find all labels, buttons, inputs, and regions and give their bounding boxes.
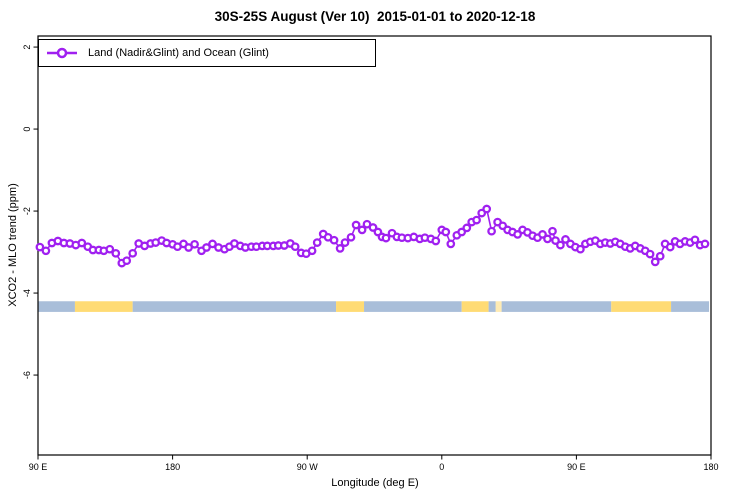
legend-label: Land (Nadir&Glint) and Ocean (Glint) <box>88 47 269 59</box>
data-point <box>105 244 115 254</box>
data-point <box>472 215 481 225</box>
surface-band-land <box>461 301 489 312</box>
y-tick-label: -4 <box>22 289 32 297</box>
x-tick-label: 90 E <box>567 462 586 472</box>
data-point <box>202 243 211 252</box>
data-point <box>513 230 522 239</box>
data-point <box>548 226 557 236</box>
x-tick-label: 180 <box>165 462 180 472</box>
data-point <box>351 220 361 230</box>
surface-band-land <box>611 301 672 312</box>
surface-band-land <box>495 301 502 312</box>
y-tick-label: 0 <box>22 127 32 132</box>
data-point <box>551 236 560 245</box>
surface-band-ocean <box>132 301 337 312</box>
data-point <box>357 225 367 235</box>
surface-band-land <box>336 301 365 312</box>
data-point <box>307 246 317 256</box>
x-tick-label: 0 <box>439 462 444 472</box>
surface-band-ocean <box>364 301 462 312</box>
data-point <box>690 235 700 245</box>
data-point <box>665 242 675 252</box>
data-point <box>482 204 492 214</box>
data-point <box>208 239 217 249</box>
data-point <box>431 236 441 246</box>
data-line <box>39 207 706 265</box>
data-point <box>340 238 350 247</box>
surface-band-ocean <box>671 301 710 312</box>
data-point <box>77 238 87 248</box>
x-tick-label: 90 E <box>29 462 48 472</box>
data-point <box>645 249 655 259</box>
data-point <box>346 232 356 242</box>
data-point <box>312 238 322 247</box>
data-point <box>576 244 585 254</box>
y-tick-label: -2 <box>22 207 32 215</box>
data-point <box>290 242 300 252</box>
data-point <box>561 235 570 244</box>
data-point <box>35 242 45 252</box>
data-point <box>700 239 710 249</box>
data-point <box>329 235 339 245</box>
data-point <box>441 227 451 237</box>
y-tick-label: 2 <box>22 45 32 50</box>
data-point <box>543 234 552 244</box>
data-point <box>111 248 121 258</box>
data-point <box>446 239 456 249</box>
data-point <box>650 257 660 267</box>
data-point <box>538 230 547 239</box>
data-point <box>487 226 496 236</box>
surface-band-ocean <box>488 301 496 312</box>
data-point <box>335 244 345 253</box>
data-point <box>556 240 565 250</box>
x-tick-label: 180 <box>703 462 718 472</box>
y-tick-label: -6 <box>22 371 32 379</box>
page-title: 30S-25S August (Ver 10) 2015-01-01 to 20… <box>214 9 536 24</box>
data-point <box>462 223 472 233</box>
x-tick-label: 90 W <box>297 462 319 472</box>
data-point <box>655 251 665 261</box>
data-point <box>41 246 51 256</box>
surface-band-land <box>74 301 133 312</box>
legend: Land (Nadir&Glint) and Ocean (Glint) <box>38 39 376 67</box>
data-point <box>122 256 132 266</box>
data-point <box>128 248 138 258</box>
surface-band-ocean <box>501 301 612 312</box>
y-axis-title: XCO2 - MLO trend (ppm) <box>7 183 19 307</box>
data-point <box>190 239 199 249</box>
x-axis-title: Longitude (deg E) <box>331 477 419 489</box>
data-point <box>368 223 378 232</box>
data-point <box>381 233 391 243</box>
legend-marker-icon <box>47 47 77 59</box>
surface-band-ocean <box>38 301 75 312</box>
